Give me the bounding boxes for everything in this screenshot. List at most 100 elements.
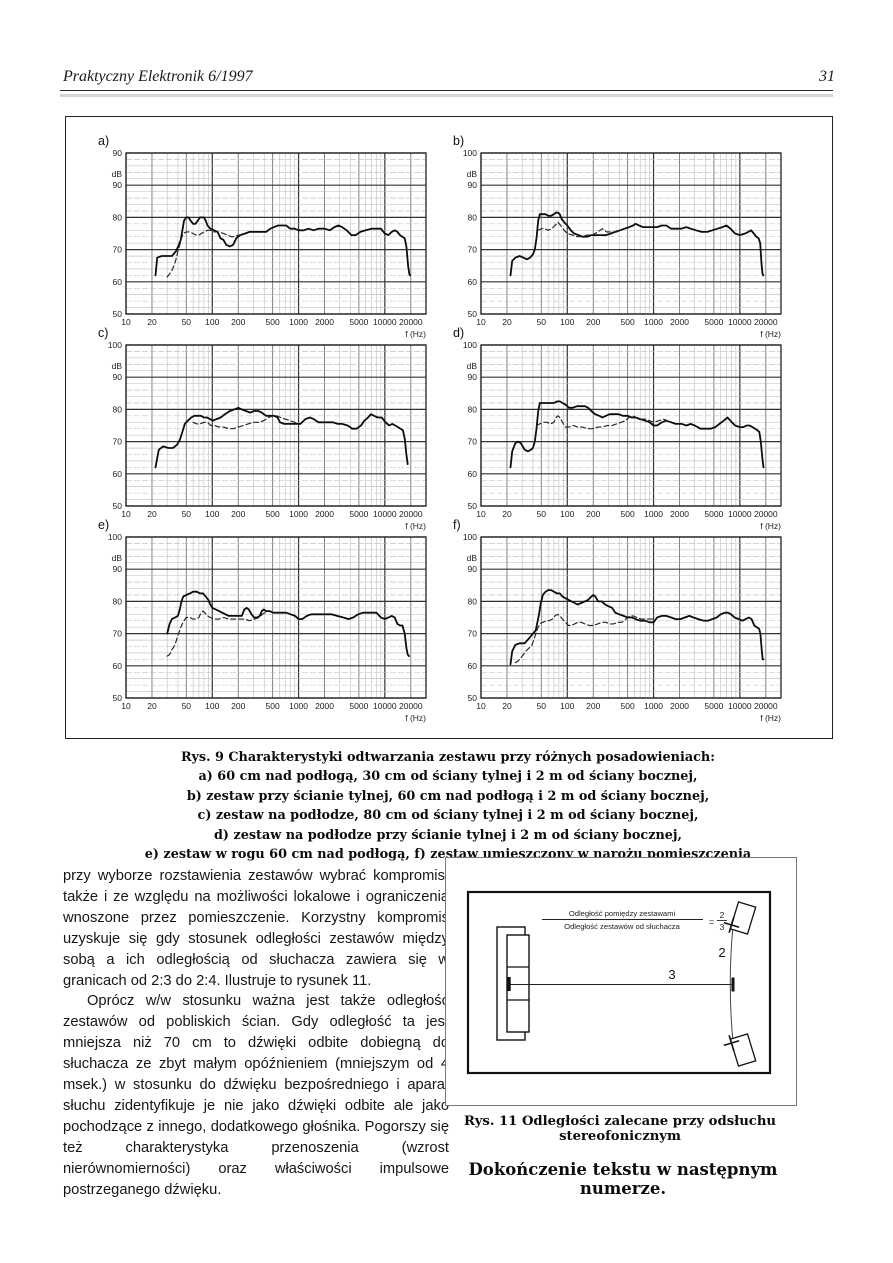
svg-text:10000: 10000: [728, 701, 752, 711]
frequency-response-chart-d: 100 90 80 70 60 50 dB 10 20 50 100 200 500 1000 2000 50…: [449, 340, 804, 537]
speaker-axis-arc: [729, 925, 734, 1043]
article-text-column: przy wyborze rozstawienia zestawów wybra…: [63, 866, 449, 1201]
caption-line: c) zestaw na podłodze, 80 cm od ściany t…: [197, 808, 699, 824]
svg-text:200: 200: [586, 701, 600, 711]
svg-text:80: 80: [468, 596, 478, 606]
svg-text:10000: 10000: [373, 509, 397, 519]
svg-text:5000: 5000: [349, 317, 368, 327]
svg-text:100: 100: [108, 340, 122, 350]
sofa-icon: [496, 926, 530, 1041]
svg-text:100: 100: [205, 701, 219, 711]
svg-text:20000: 20000: [399, 509, 423, 519]
svg-text:500: 500: [265, 509, 279, 519]
svg-text:1000: 1000: [644, 701, 663, 711]
panel-label-d: d): [453, 326, 465, 340]
caption-line: Rys. 9 Charakterystyki odtwarzania zesta…: [181, 750, 715, 765]
svg-text:1000: 1000: [289, 317, 308, 327]
distance-3-label: 3: [668, 967, 675, 982]
svg-text:5000: 5000: [704, 509, 723, 519]
svg-text:500: 500: [620, 509, 634, 519]
continuation-note: Dokończenie tekstu w następnym numerze.: [468, 1160, 778, 1198]
svg-text:500: 500: [620, 317, 634, 327]
svg-text:50: 50: [182, 317, 192, 327]
svg-text:dB: dB: [467, 553, 478, 563]
figure9-caption: Rys. 9 Charakterystyki odtwarzania zesta…: [65, 748, 831, 864]
svg-text:10: 10: [476, 701, 486, 711]
panel-label-e: e): [98, 518, 110, 532]
svg-text:10: 10: [121, 509, 131, 519]
svg-text:90: 90: [468, 180, 478, 190]
chart-canvas: 100 90 80 70 60 50 dB 10 20 50 100 200 500 1000 2000 50…: [463, 532, 782, 723]
svg-text:=: =: [709, 917, 714, 927]
chart-panel-f: f) 100 90 80 70 60 50 dB 10 20 50 100 200 500 1000 200…: [449, 518, 804, 724]
svg-text:80: 80: [113, 404, 123, 414]
svg-text:5000: 5000: [704, 701, 723, 711]
svg-text:90: 90: [468, 372, 478, 382]
svg-text:dB: dB: [112, 169, 123, 179]
svg-text:500: 500: [265, 701, 279, 711]
chart-panel-e: e) 100 90 80 70 60 50 dB 10 20 50 100 200 500 1000 200…: [94, 518, 449, 724]
svg-text:Odległość pomiędzy zestawami: Odległość pomiędzy zestawami: [569, 909, 676, 918]
chart-canvas: 100 90 80 70 60 50 dB 10 20 50 100 200 500 1000 2000 50…: [463, 340, 782, 531]
svg-text:50: 50: [537, 317, 547, 327]
svg-text:dB: dB: [467, 169, 478, 179]
svg-text:60: 60: [113, 277, 123, 287]
svg-text:50: 50: [113, 309, 123, 319]
svg-text:60: 60: [468, 277, 478, 287]
svg-text:60: 60: [113, 661, 123, 671]
svg-text:f (Hz): f (Hz): [405, 521, 426, 531]
listening-room-diagram: Odległość pomiędzy zestawami Odległość z…: [466, 890, 772, 1075]
chart-panel-d: d) 100 90 80 70 60 50 dB 10 20 50 100 200 500 1000 200…: [449, 326, 804, 532]
svg-text:80: 80: [113, 212, 123, 222]
svg-text:dB: dB: [467, 361, 478, 371]
svg-text:2000: 2000: [670, 701, 689, 711]
svg-text:10000: 10000: [728, 509, 752, 519]
svg-text:20: 20: [147, 701, 157, 711]
svg-text:20000: 20000: [754, 317, 778, 327]
svg-text:dB: dB: [112, 361, 123, 371]
svg-text:f (Hz): f (Hz): [760, 329, 781, 339]
chart-canvas: 90 90 80 70 60 50 dB 10 20 50 100 200 500 1000 2000 500…: [112, 148, 427, 339]
svg-text:5000: 5000: [704, 317, 723, 327]
svg-text:100: 100: [560, 509, 574, 519]
svg-text:2000: 2000: [315, 509, 334, 519]
svg-text:10: 10: [476, 317, 486, 327]
svg-text:50: 50: [182, 701, 192, 711]
header-rule-shadow: [60, 94, 833, 97]
article-paragraph: przy wyborze rozstawienia zestawów wybra…: [63, 868, 449, 989]
svg-text:70: 70: [468, 437, 478, 447]
svg-text:10: 10: [121, 701, 131, 711]
svg-text:50: 50: [113, 501, 123, 511]
svg-text:1000: 1000: [289, 509, 308, 519]
svg-text:20: 20: [502, 317, 512, 327]
svg-text:1000: 1000: [644, 317, 663, 327]
svg-text:100: 100: [205, 317, 219, 327]
svg-text:500: 500: [620, 701, 634, 711]
panel-label-f: f): [453, 518, 461, 532]
svg-text:50: 50: [537, 701, 547, 711]
svg-text:50: 50: [468, 501, 478, 511]
svg-text:90: 90: [113, 564, 123, 574]
chart-canvas: 100 90 80 70 60 50 dB 10 20 50 100 200 500 1000 2000 50…: [108, 340, 427, 531]
svg-text:60: 60: [468, 469, 478, 479]
page-number: 31: [819, 68, 835, 85]
svg-text:10: 10: [121, 317, 131, 327]
svg-text:20: 20: [502, 509, 512, 519]
svg-text:20: 20: [147, 509, 157, 519]
svg-text:5000: 5000: [349, 509, 368, 519]
svg-text:50: 50: [468, 693, 478, 703]
svg-text:5000: 5000: [349, 701, 368, 711]
svg-text:70: 70: [113, 437, 123, 447]
svg-text:20000: 20000: [754, 509, 778, 519]
svg-text:70: 70: [468, 629, 478, 639]
article-paragraph: Oprócz w/w stosunku ważna jest także odl…: [63, 993, 449, 1198]
caption-line: b) zestaw przy ścianie tylnej, 60 cm nad…: [186, 788, 710, 804]
svg-text:100: 100: [205, 509, 219, 519]
svg-text:200: 200: [586, 317, 600, 327]
svg-text:50: 50: [182, 509, 192, 519]
svg-text:100: 100: [463, 340, 477, 350]
caption-line: a) 60 cm nad podłogą, 30 cm od ściany ty…: [198, 769, 698, 785]
svg-text:20000: 20000: [399, 317, 423, 327]
chart-panel-b: b) 100 90 80 70 60 50 dB 10 20 50 100 200 500 1000 200…: [449, 134, 804, 340]
svg-text:1000: 1000: [289, 701, 308, 711]
